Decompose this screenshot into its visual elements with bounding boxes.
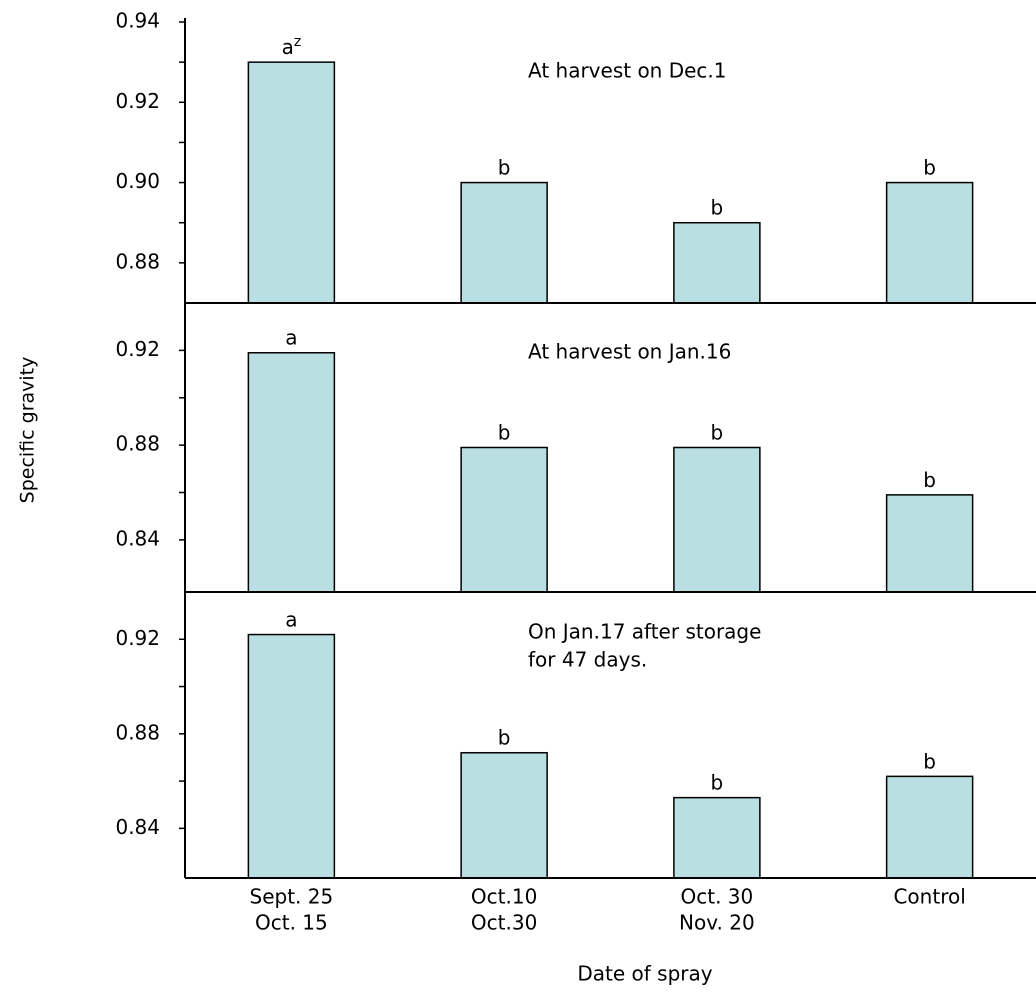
bar [887, 776, 973, 878]
x-tick-label: Oct.30 [471, 911, 537, 935]
x-tick-label: Oct. 30 [681, 885, 754, 909]
bar-letter: az [282, 34, 302, 59]
x-tick-label: Nov. 20 [679, 911, 755, 935]
bar [674, 448, 760, 593]
y-tick-label: 0.94 [115, 9, 160, 33]
letter: b [923, 467, 936, 491]
y-tick-label: 0.88 [115, 432, 160, 456]
x-tick-label: Control [893, 885, 965, 909]
bar [674, 798, 760, 878]
bar-letter: a [285, 325, 297, 349]
y-tick-label: 0.88 [115, 249, 160, 273]
bar-letter: b [498, 420, 511, 444]
panel-title: for 47 days. [528, 648, 647, 672]
bar [248, 353, 334, 592]
bar-letter: b [498, 155, 511, 179]
letter: b [498, 155, 511, 179]
bar-letter: b [923, 749, 936, 773]
bar [887, 495, 973, 592]
letter-superscript: z [294, 34, 301, 50]
letter: b [498, 420, 511, 444]
letter: b [711, 420, 724, 444]
bar-letter: b [711, 420, 724, 444]
y-tick-label: 0.92 [115, 626, 160, 650]
y-tick-label: 0.88 [115, 720, 160, 744]
bar [461, 183, 547, 303]
bar-letter: a [285, 607, 297, 631]
letter: a [285, 325, 297, 349]
y-axis-label: Specific gravity [17, 357, 39, 504]
y-tick-label: 0.84 [115, 526, 160, 550]
letter: b [711, 195, 724, 219]
bar-letter: b [923, 467, 936, 491]
letter: a [285, 607, 297, 631]
x-axis-label: Date of spray [577, 962, 712, 986]
letter: a [282, 35, 294, 59]
y-tick-label: 0.90 [115, 169, 160, 193]
bar [461, 448, 547, 593]
bar [248, 635, 334, 878]
bar [248, 62, 334, 303]
bar-letter: b [711, 195, 724, 219]
x-tick-label: Sept. 25 [250, 885, 334, 909]
bar [887, 183, 973, 303]
panel-title: At harvest on Jan.16 [528, 340, 731, 364]
panel-title: On Jan.17 after storage [528, 620, 761, 644]
letter: b [923, 155, 936, 179]
bar-letter: b [923, 155, 936, 179]
bar [461, 753, 547, 878]
y-tick-label: 0.84 [115, 815, 160, 839]
letter: b [498, 725, 511, 749]
y-tick-label: 0.92 [115, 337, 160, 361]
bar-letter: b [711, 770, 724, 794]
x-tick-label: Oct. 15 [255, 911, 328, 935]
bar [674, 223, 760, 303]
panel-title: At harvest on Dec.1 [528, 59, 727, 83]
letter: b [923, 749, 936, 773]
bar-letter: b [498, 725, 511, 749]
chart: Specific gravity 0.940.920.900.88azbbbAt… [0, 0, 1036, 992]
letter: b [711, 770, 724, 794]
x-tick-label: Oct.10 [471, 885, 537, 909]
y-tick-label: 0.92 [115, 89, 160, 113]
